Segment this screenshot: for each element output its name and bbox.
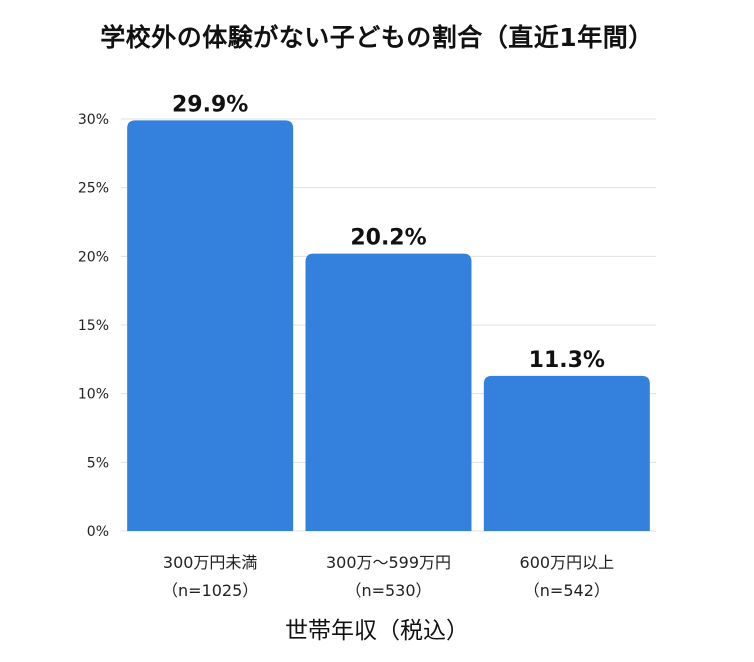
- bar: [483, 375, 650, 531]
- y-tick-label: 10%: [78, 387, 109, 403]
- value-label: 11.3%: [529, 348, 605, 373]
- x-axis-ticks: 300万円未満 （n=1025） 300万～599万円 （n=530） 600万円以上 （…: [162, 553, 614, 600]
- y-tick-label: 20%: [78, 249, 109, 265]
- y-tick-label: 0%: [87, 524, 109, 540]
- y-tick-label: 15%: [78, 318, 109, 334]
- value-labels: 29.9% 20.2% 11.3%: [172, 92, 605, 372]
- x-tick-sample-size: （n=1025）: [162, 581, 258, 600]
- bar: [127, 120, 294, 531]
- x-tick-sample-size: （n=530）: [345, 581, 431, 600]
- value-label: 20.2%: [350, 226, 426, 251]
- chart-title: 学校外の体験がない子どもの割合（直近1年間）: [100, 23, 654, 52]
- x-axis-title: 世帯年収（税込）: [285, 618, 469, 644]
- x-tick-label: 600万円以上: [520, 553, 615, 572]
- y-tick-label: 25%: [78, 181, 109, 197]
- y-tick-label: 30%: [78, 112, 109, 128]
- x-tick-label: 300万～599万円: [326, 553, 451, 572]
- bar: [305, 253, 472, 531]
- value-label: 29.9%: [172, 92, 248, 117]
- bars: [127, 120, 650, 531]
- y-tick-label: 5%: [87, 455, 109, 471]
- x-tick-sample-size: （n=542）: [524, 581, 610, 600]
- y-axis-ticks: 0% 5% 10% 15% 20% 25% 30%: [78, 112, 109, 540]
- x-tick-label: 300万円未満: [163, 553, 258, 572]
